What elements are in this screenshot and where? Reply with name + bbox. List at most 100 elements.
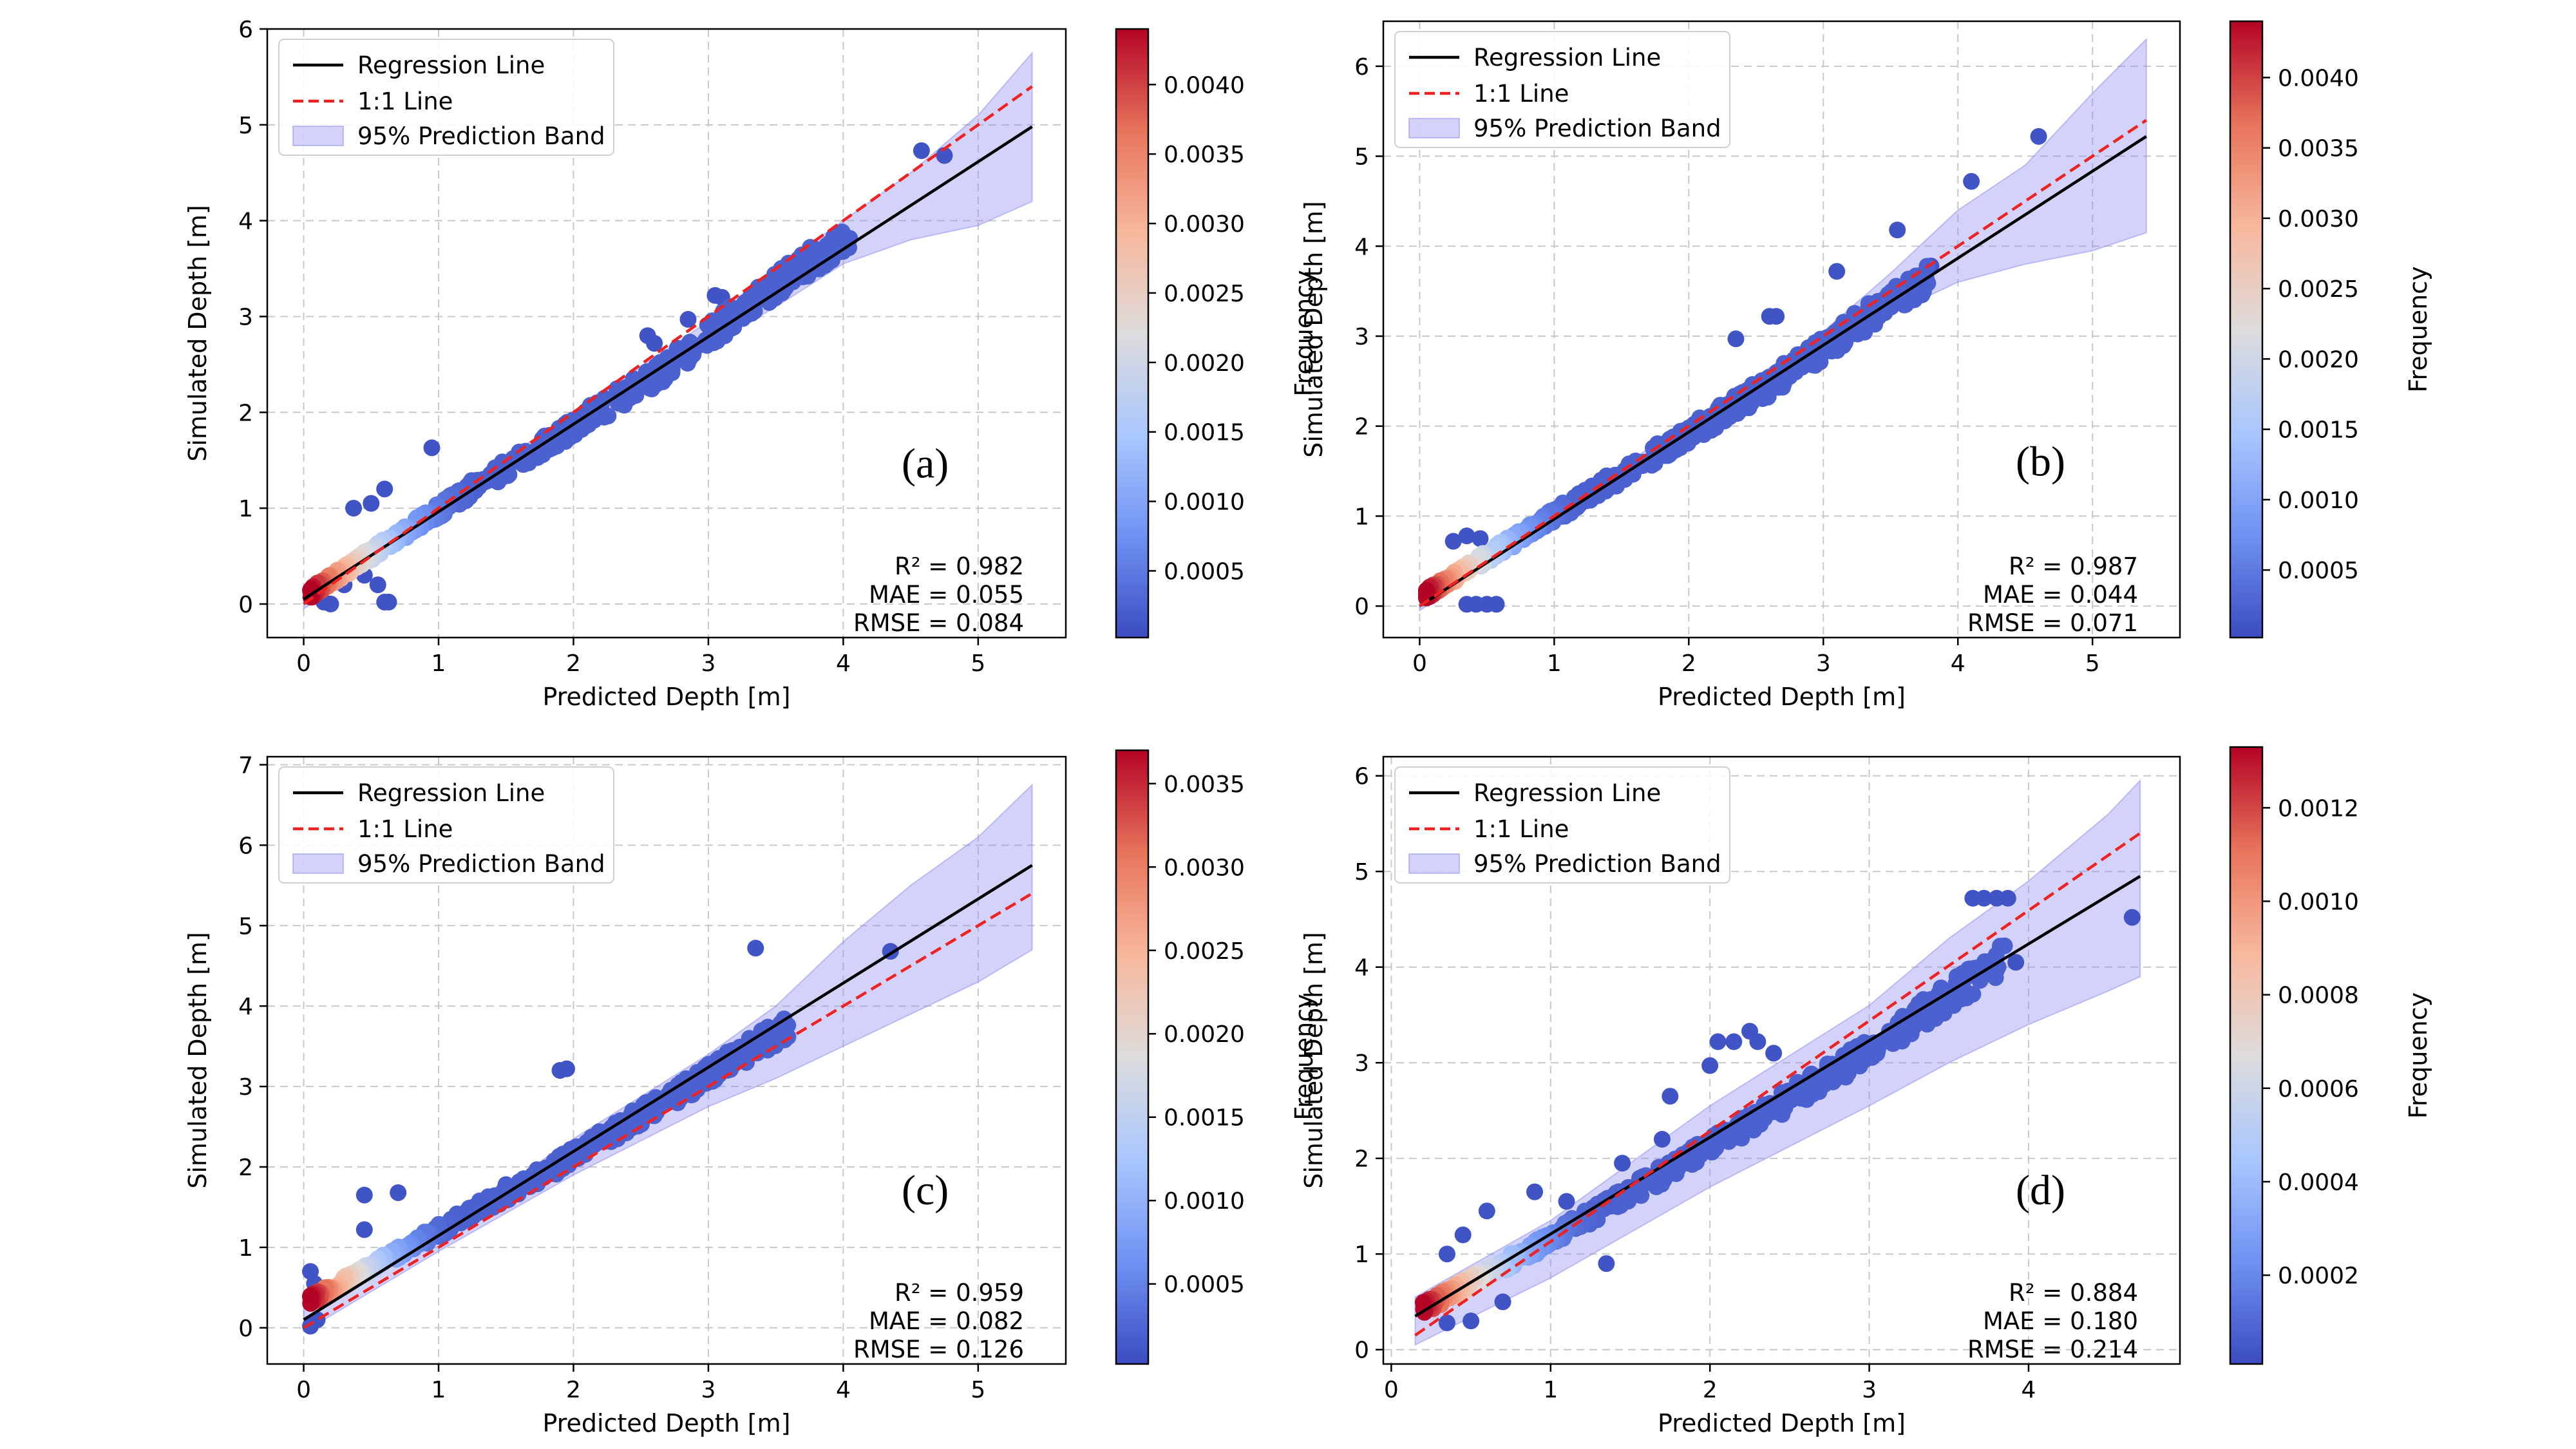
scatter-point [1828, 342, 1846, 359]
scatter-point [2123, 909, 2141, 926]
scatter-point [1804, 1086, 1821, 1103]
scatter-point [779, 257, 797, 274]
scatter-point [1714, 1130, 1732, 1147]
x-tick-label: 2 [566, 650, 581, 677]
colorbar-tick-label: 0.0020 [1164, 1021, 1245, 1048]
x-tick-label: 1 [431, 650, 446, 677]
scatter-point [529, 1175, 546, 1193]
panel-label: (d) [2016, 1167, 2065, 1214]
colorbar: 0.0005 0.0010 0.0015 0.0020 0.0025 0.0030 0.00… [1115, 28, 1318, 639]
scatter-point [1819, 1068, 1837, 1085]
axes-frame [1382, 755, 2181, 1365]
mae-stat: MAE = 0.044 [1983, 581, 2138, 609]
scatter-point [1849, 325, 1866, 343]
scatter-point [656, 367, 674, 384]
scatter-point [1414, 1294, 1432, 1311]
x-tick-label: 4 [836, 650, 851, 677]
y-axis-label: Simulated Depth [m] [184, 932, 212, 1189]
y-tick-label: 7 [238, 752, 253, 779]
scatter-point [1897, 1020, 1915, 1037]
x-tick-label: 5 [971, 1377, 985, 1403]
scatter-point [913, 142, 930, 159]
legend-regression-label: Regression Line [1473, 44, 1661, 71]
identity-line [303, 892, 1033, 1329]
legend-band-swatch [292, 853, 344, 874]
colorbar: 0.0002 0.0004 0.0006 0.0008 0.0010 0.0012 Freq… [2229, 746, 2432, 1365]
scatter-point [1904, 291, 1921, 308]
y-tick-label: 5 [1354, 144, 1369, 171]
colorbar-gradient [2229, 746, 2264, 1365]
scatter-point [757, 1039, 774, 1057]
colorbar-tick-label: 0.0040 [2278, 65, 2359, 91]
scatter-point [621, 383, 639, 401]
scatter-point [345, 500, 363, 517]
colorbar-gradient [2229, 20, 2264, 639]
scatter-point [740, 1045, 757, 1062]
scatter-point [1488, 596, 1505, 613]
legend-band-label: 95% Prediction Band [357, 122, 605, 150]
axes-frame [266, 755, 1067, 1365]
legend-band-swatch [292, 126, 344, 146]
scatter-point [1869, 1042, 1886, 1059]
panel-c: 0 1 2 3 4 5 0 1 2 3 4 5 6 7 Predicted Depth [m] Simulat… [184, 749, 1318, 1437]
legend: Regression Line 1:1 Line 95% Prediction Ba… [1394, 766, 1730, 884]
x-axis-label: Predicted Depth [m] [543, 683, 791, 711]
colorbar-tick-label: 0.0010 [2278, 889, 2359, 916]
y-tick-label: 6 [238, 833, 253, 859]
scatter-point [1598, 1255, 1615, 1273]
scatter-point [1454, 1226, 1472, 1244]
legend: Regression Line 1:1 Line 95% Prediction Ba… [1394, 31, 1730, 148]
scatter-point [1662, 1088, 1679, 1105]
colorbar-label: Frequency [1290, 994, 1318, 1120]
r2-stat: R² = 0.959 [895, 1279, 1024, 1307]
y-tick-label: 1 [1354, 1242, 1369, 1268]
scatter-point [643, 379, 660, 397]
colorbar-tick-label: 0.0010 [2278, 488, 2359, 514]
identity-line [303, 85, 1033, 605]
scatter-point [646, 335, 663, 352]
scatter-point [2007, 954, 2025, 971]
legend-box [1394, 31, 1730, 148]
scatter-point [1444, 533, 1462, 550]
y-tick-label: 0 [238, 592, 253, 618]
colorbar-tick-label: 0.0015 [2278, 417, 2359, 444]
y-tick-label: 1 [238, 1235, 253, 1262]
scatter-point [1701, 1057, 1719, 1074]
y-axis-label: Simulated Depth [m] [1300, 932, 1328, 1189]
scatter-point [1417, 585, 1435, 603]
y-tick-label: 6 [1354, 54, 1369, 80]
colorbar-tick-label: 0.0006 [2278, 1076, 2359, 1103]
y-tick-label: 4 [238, 209, 253, 235]
scatter-point [1438, 1314, 1455, 1332]
y-tick-label: 5 [1354, 859, 1369, 886]
panel-label: (b) [2016, 438, 2065, 485]
colorbar-gradient [1115, 749, 1150, 1365]
scatter-point [376, 480, 393, 498]
x-tick-label: 2 [566, 1377, 581, 1403]
y-tick-label: 2 [1354, 1146, 1369, 1173]
scatter-point [1653, 1131, 1671, 1148]
scatter-point [1725, 1033, 1743, 1050]
scatter-point [1765, 1045, 1783, 1062]
scatter-point [1922, 1007, 1939, 1024]
regression-line [303, 125, 1033, 601]
legend-identity-label: 1:1 Line [1473, 80, 1569, 108]
plot-area [1417, 37, 2148, 613]
scatter-point [1614, 1155, 1631, 1172]
mae-stat: MAE = 0.055 [869, 581, 1024, 609]
x-axis-label: Predicted Depth [m] [1658, 1409, 1906, 1437]
colorbar-tick-label: 0.0030 [2278, 206, 2359, 232]
scatter-point [671, 1090, 688, 1108]
legend-identity-label: 1:1 Line [357, 815, 453, 843]
scatter-point [1834, 1066, 1852, 1083]
colorbar-tick-label: 0.0030 [1164, 855, 1245, 881]
r2-stat: R² = 0.884 [2009, 1279, 2138, 1307]
scatter-point [706, 333, 723, 350]
scatter-point [380, 593, 397, 611]
scatter-point [1749, 1033, 1766, 1050]
scatter-point [1740, 399, 1757, 417]
y-axis-label: Simulated Depth [m] [1300, 201, 1328, 458]
y-tick-label: 2 [238, 400, 253, 426]
legend-box [1394, 766, 1730, 884]
x-tick-label: 0 [296, 1377, 311, 1403]
